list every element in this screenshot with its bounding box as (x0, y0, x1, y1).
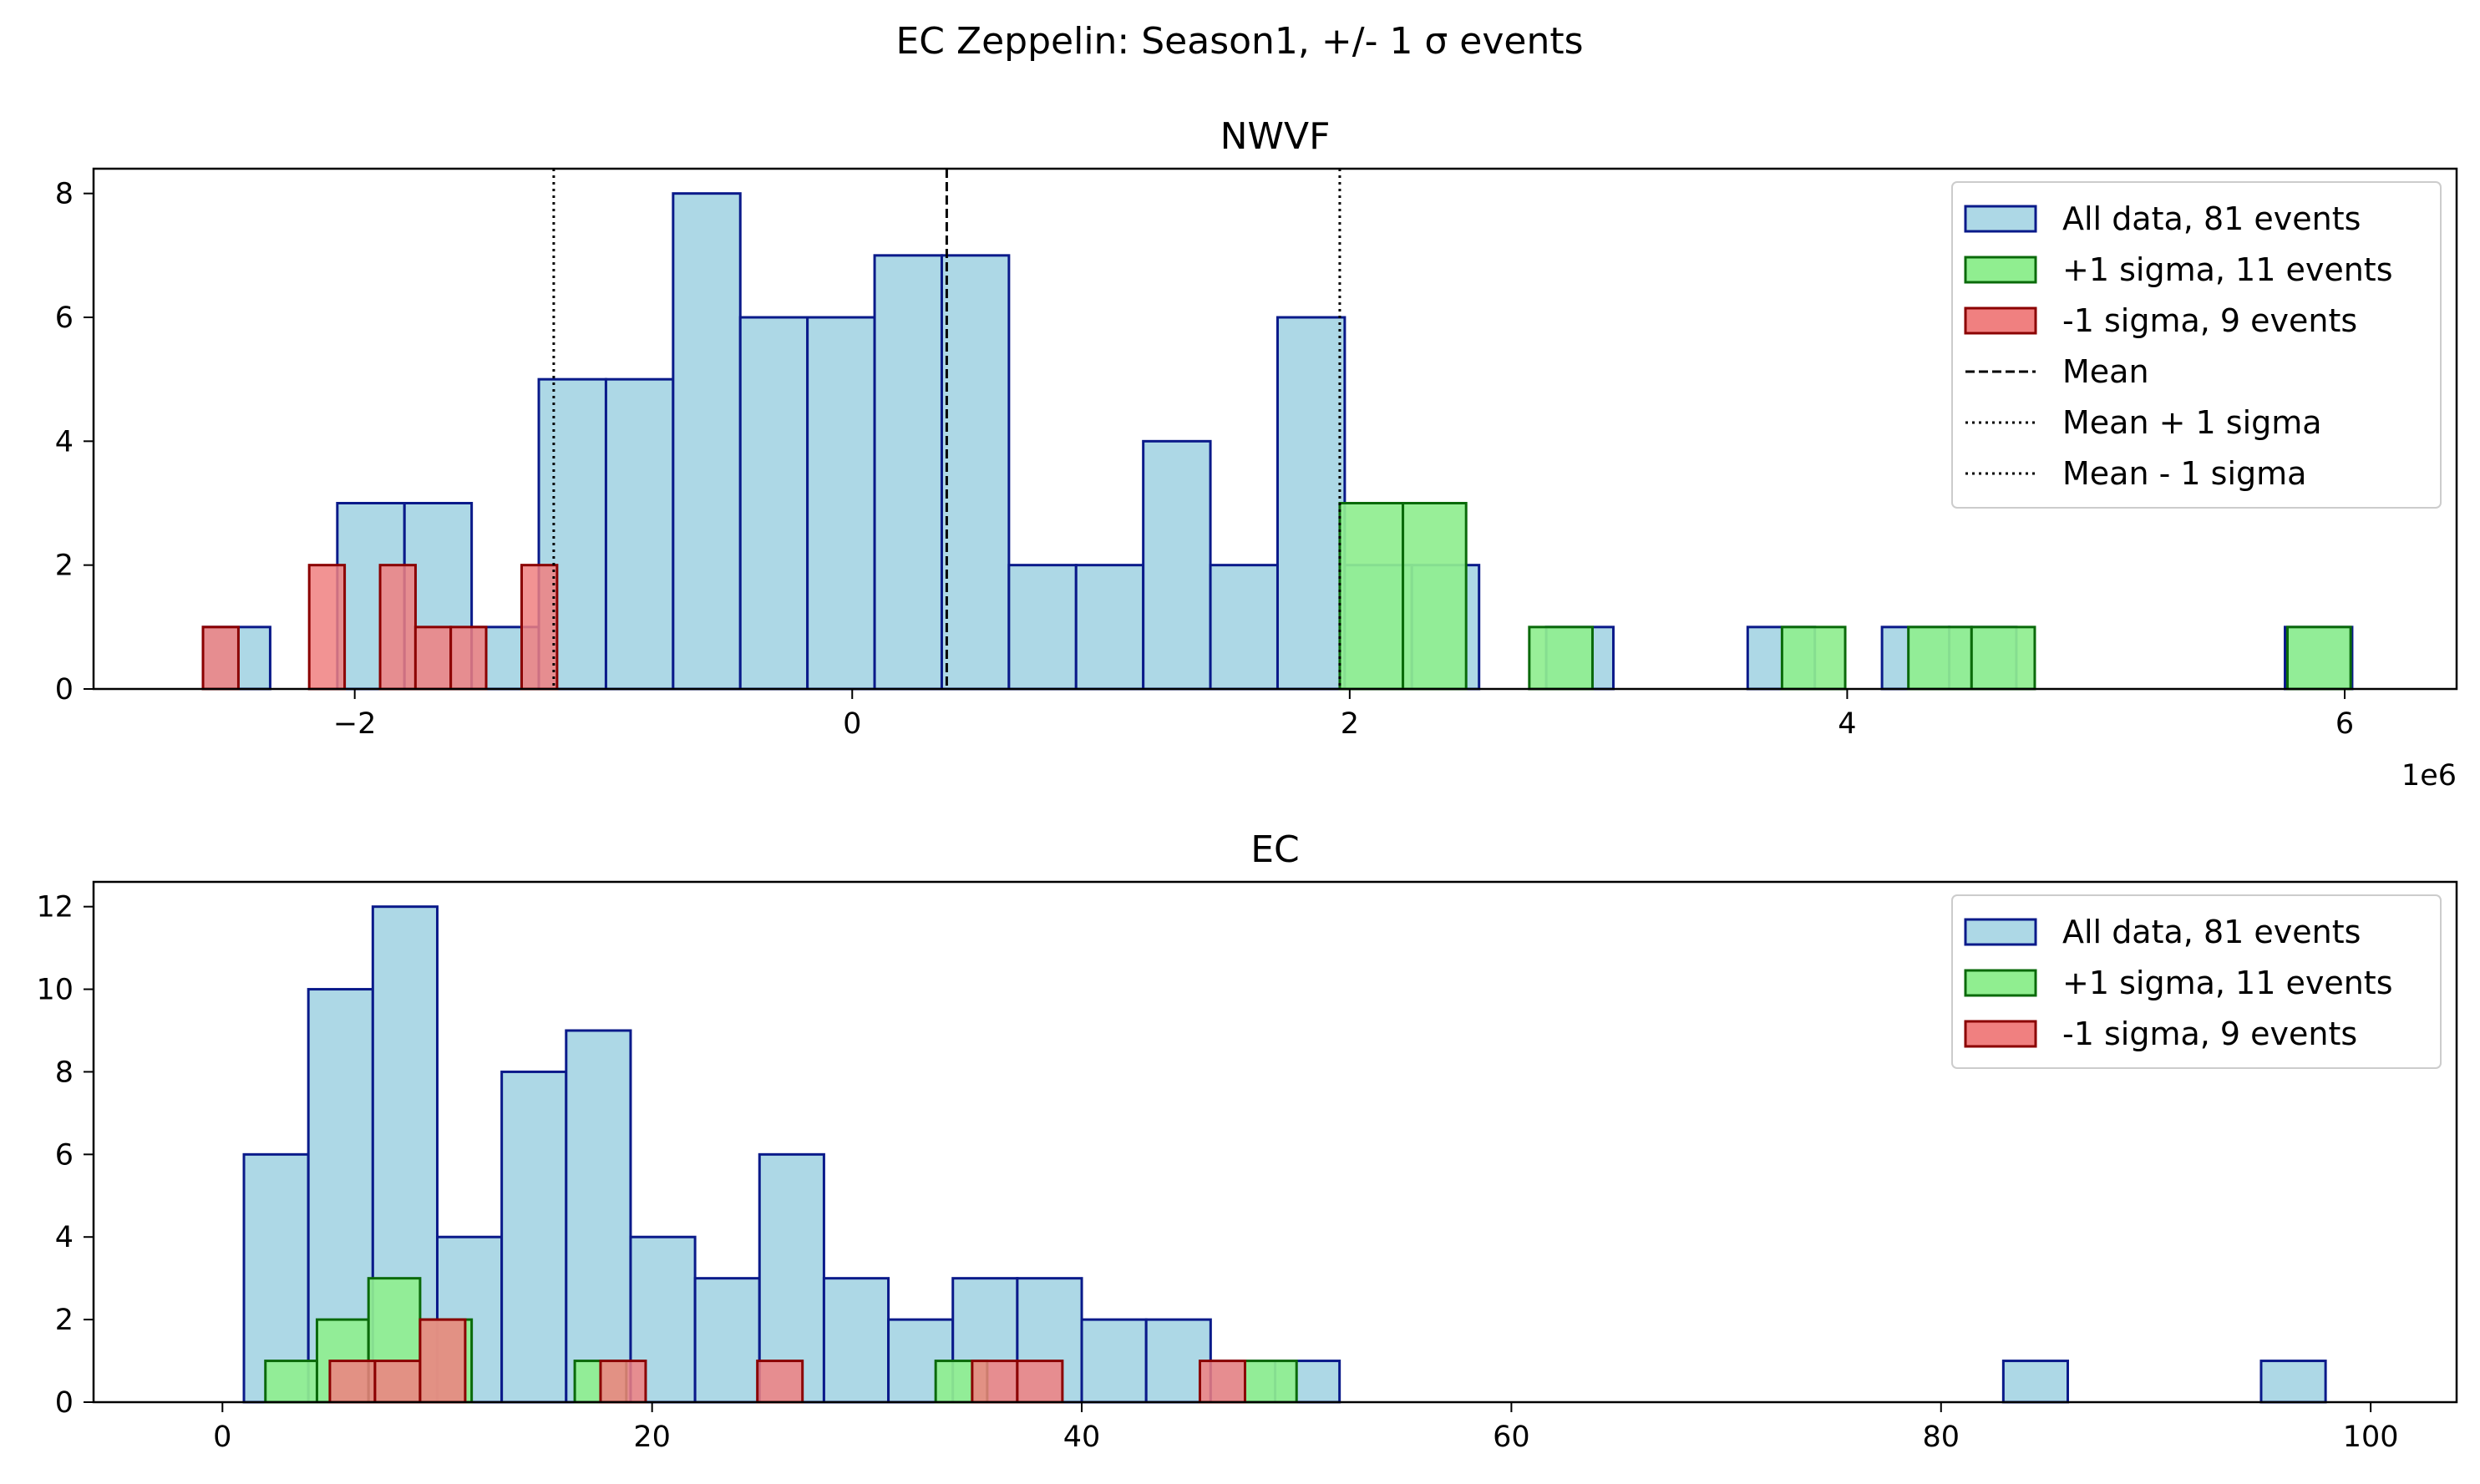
x-offset-label: 1e6 (2401, 759, 2457, 793)
bar-all-17 (2001, 1360, 2070, 1404)
legend-swatch-plus (1964, 969, 2037, 997)
bar-minus-2 (418, 1318, 467, 1404)
legend-label: +1 sigma, 11 events (2062, 965, 2393, 1001)
histogram-nwvf: NWVF −2 0 2 4 6 0 2 4 6 8 1e6 All data, 81 events +1 … (55, 115, 2458, 793)
legend-label: -1 sigma, 9 events (2062, 302, 2357, 339)
x-tick-label: 4 (1838, 707, 1856, 741)
bar-minus-6 (1016, 1360, 1064, 1404)
legend-label: +1 sigma, 11 events (2062, 251, 2393, 288)
bar-minus-1 (373, 1360, 422, 1404)
histogram-ec: EC 0 20 40 60 80 100 0 2 4 6 8 10 12 All data, 81 even… (36, 828, 2458, 1454)
legend: All data, 81 events +1 sigma, 11 events -1… (1951, 181, 2442, 509)
bar-all-4 (500, 1070, 568, 1404)
bar-all-7 (672, 192, 742, 691)
x-tick-label: 20 (633, 1421, 671, 1454)
series-plus (1338, 502, 2352, 691)
bar-all-7 (693, 1277, 761, 1404)
bar-minus-5 (520, 564, 559, 691)
y-tick-label: 4 (55, 1221, 74, 1254)
legend: All data, 81 events +1 sigma, 11 events -1… (1951, 894, 2442, 1069)
legend-label: -1 sigma, 9 events (2062, 1016, 2357, 1052)
bar-all-15 (1209, 564, 1279, 691)
bar-minus-0 (201, 626, 240, 691)
legend-label: All data, 81 events (2062, 200, 2361, 237)
bar-plus-0 (1338, 502, 1405, 691)
legend-swatch-minus (1964, 306, 2037, 335)
x-tick-label: 0 (213, 1421, 231, 1454)
axes-title: NWVF (1220, 115, 1331, 158)
bar-all-16 (1276, 316, 1347, 691)
suptitle: EC Zeppelin: Season1, +/- 1 σ events (895, 20, 1583, 63)
bar-minus-5 (971, 1360, 1019, 1404)
bar-all-5 (565, 1029, 632, 1404)
bar-all-13 (1080, 1318, 1148, 1404)
bar-all-12 (1007, 564, 1078, 691)
bar-plus-3 (1780, 626, 1847, 691)
legend-swatch-minus (1964, 1020, 2037, 1048)
bar-all-11 (940, 254, 1011, 691)
bar-all-13 (1074, 564, 1145, 691)
series-minus (201, 564, 559, 691)
y-tick-label: 10 (36, 974, 74, 1007)
bar-all-14 (1142, 439, 1212, 691)
legend-label: Mean (2062, 353, 2149, 390)
y-tick-label: 0 (55, 673, 74, 707)
bar-all-9 (822, 1277, 890, 1404)
legend-label: All data, 81 events (2062, 914, 2361, 950)
y-tick-label: 0 (55, 1386, 74, 1420)
bar-minus-7 (1198, 1360, 1246, 1404)
y-tick-label: 6 (55, 1138, 74, 1172)
axes-frame (92, 880, 2458, 1404)
legend-label: Mean + 1 sigma (2062, 404, 2322, 441)
bar-all-8 (738, 316, 809, 691)
legend-swatch-all (1964, 918, 2037, 946)
legend-swatch-plus (1964, 256, 2037, 284)
bar-all-6 (604, 377, 675, 691)
x-tick-label: 0 (843, 707, 861, 741)
bar-plus-6 (1243, 1360, 1298, 1404)
x-tick-label: 60 (1493, 1421, 1530, 1454)
bar-minus-3 (413, 626, 453, 691)
bar-plus-1 (1402, 502, 1468, 691)
x-tick-label: 6 (2335, 707, 2354, 741)
y-tick-label: 2 (55, 1304, 74, 1337)
bar-minus-1 (307, 564, 347, 691)
y-tick-label: 12 (36, 891, 74, 924)
axes-title: EC (1250, 828, 1300, 871)
bar-plus-2 (1528, 626, 1594, 691)
y-tick-label: 4 (55, 425, 74, 458)
bar-minus-3 (599, 1360, 647, 1404)
bar-minus-4 (756, 1360, 804, 1404)
y-tick-label: 8 (55, 178, 74, 211)
bar-plus-5 (1970, 626, 2036, 691)
bar-minus-2 (378, 564, 417, 691)
x-tick-label: 80 (1922, 1421, 1960, 1454)
x-tick-label: 40 (1063, 1421, 1101, 1454)
x-tick-label: 2 (1341, 707, 1359, 741)
legend-label: Mean - 1 sigma (2062, 455, 2306, 492)
bar-plus-0 (264, 1360, 318, 1404)
legend-swatch-all (1964, 205, 2037, 233)
bar-plus-6 (2286, 626, 2352, 691)
legend-frame (1951, 181, 2442, 509)
x-tick-label: −2 (333, 707, 377, 741)
y-tick-label: 6 (55, 301, 74, 335)
x-tick-label: 100 (2343, 1421, 2399, 1454)
bar-all-18 (2259, 1360, 2327, 1404)
bar-all-10 (873, 254, 943, 691)
y-tick-label: 2 (55, 550, 74, 583)
bar-minus-4 (449, 626, 488, 691)
bar-plus-4 (1907, 626, 1973, 691)
y-tick-label: 8 (55, 1056, 74, 1089)
legend-frame (1951, 894, 2442, 1069)
bar-all-9 (806, 316, 876, 691)
axes-frame (92, 167, 2458, 691)
bar-minus-0 (328, 1360, 377, 1404)
